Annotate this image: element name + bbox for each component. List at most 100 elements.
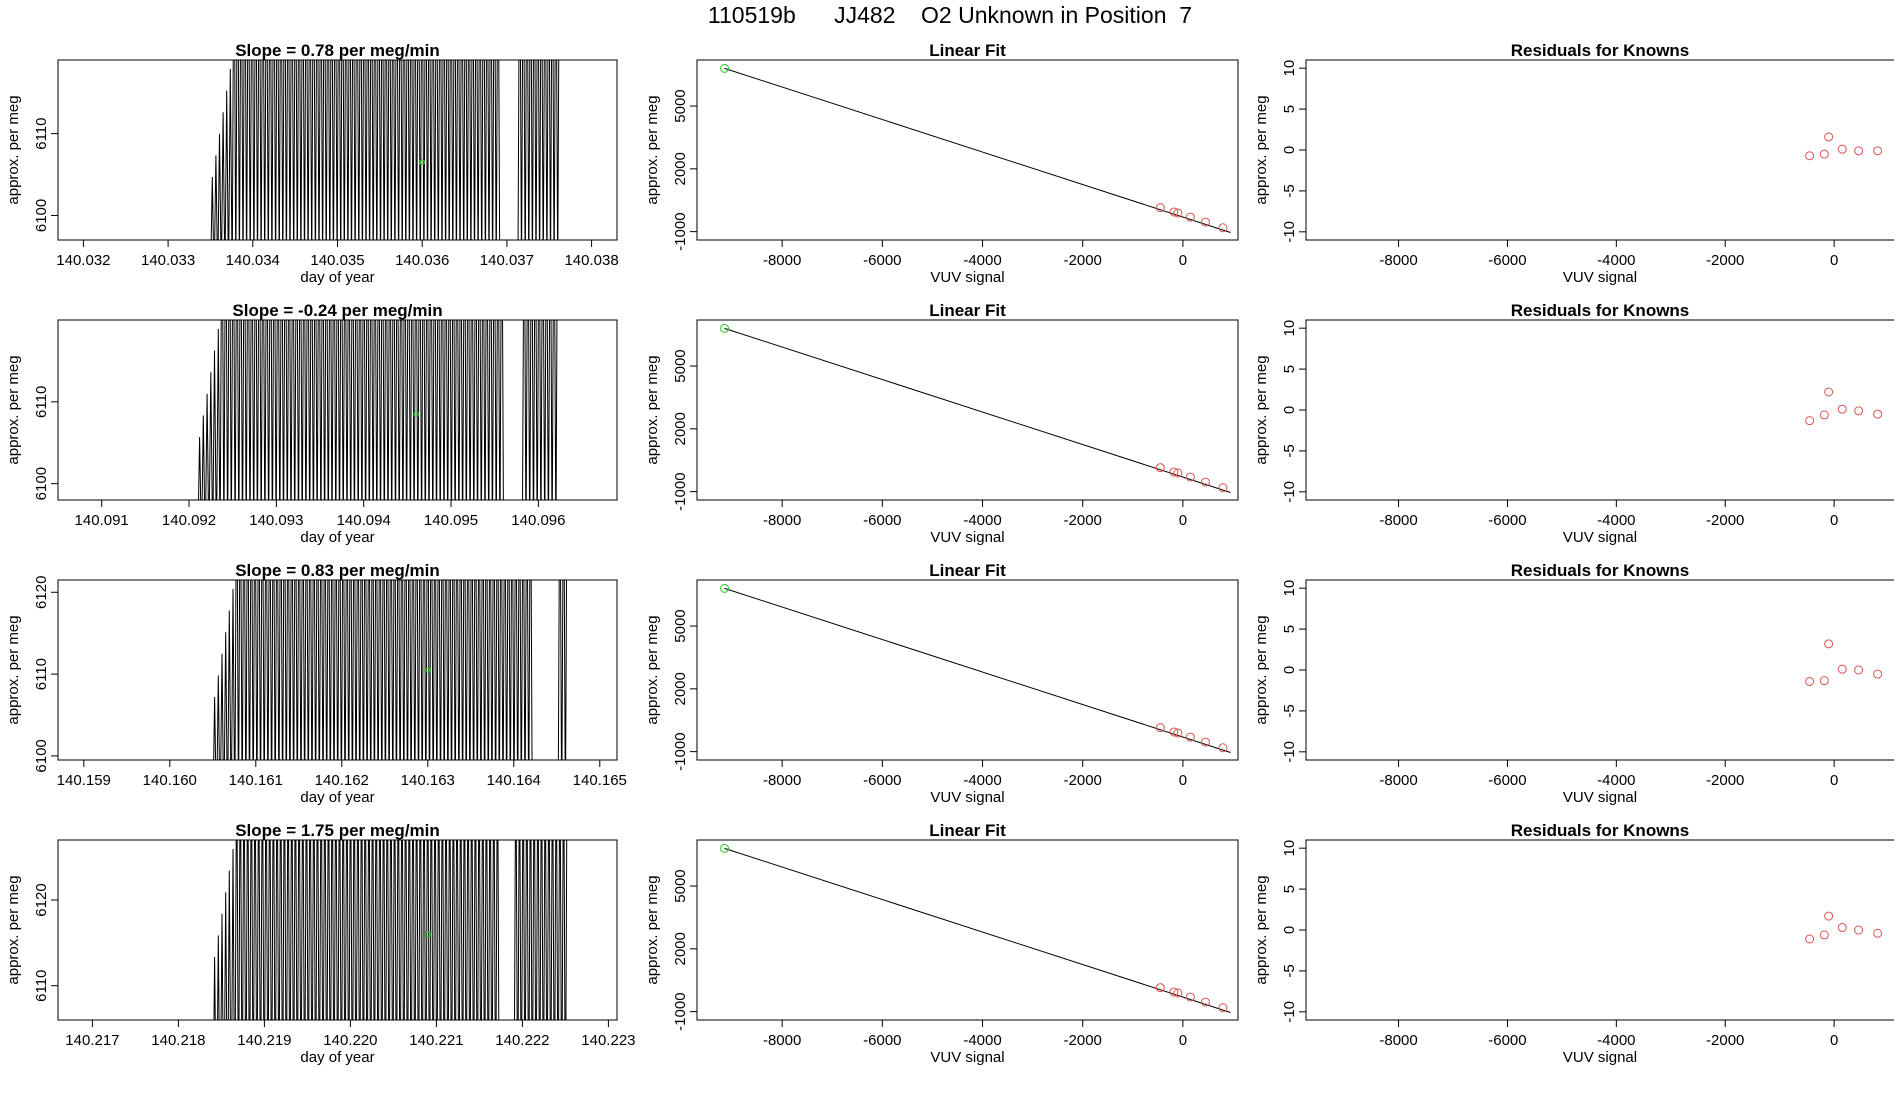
x-tick-label: 0: [1830, 1032, 1838, 1049]
known-point: [1173, 988, 1183, 998]
plot-frame: [1305, 59, 1894, 241]
known-point: [1173, 208, 1183, 218]
residuals-panel-row-4: Residuals for Knowns -8000 -6000 -4000 -2000…: [1253, 821, 1894, 1066]
unknown-point: [413, 411, 419, 417]
x-tick-label: -4000: [1597, 772, 1635, 789]
x-tick-label: 140.094: [337, 512, 391, 529]
y-tick-label: 6110: [33, 658, 50, 690]
x-tick-label: 0: [1179, 512, 1187, 529]
x-axis-label: VUV signal: [930, 529, 1004, 546]
known-point: [1155, 203, 1165, 213]
data-layer: [1805, 911, 1883, 944]
plot-frame: [57, 579, 618, 761]
plot-frame: [57, 839, 618, 1021]
known-point: [1200, 217, 1210, 227]
x-tick-label: 140.222: [495, 1032, 549, 1049]
y-tick-label: 2000: [672, 672, 689, 705]
y-axis-label: approx. per meg: [5, 615, 22, 724]
x-tick-label: 140.093: [249, 512, 303, 529]
y-tick-label: -10: [1281, 1001, 1298, 1023]
plot-frame: [1305, 839, 1894, 1021]
known-point: [1185, 732, 1195, 742]
x-tick-label: -2000: [1064, 512, 1102, 529]
x-tick-label: -6000: [863, 1032, 901, 1049]
x-tick-label: -6000: [1488, 772, 1526, 789]
y-tick-label: 5000: [672, 609, 689, 642]
x-tick-label: -6000: [863, 512, 901, 529]
known-point: [1200, 997, 1210, 1007]
residual-point: [1819, 149, 1829, 159]
x-tick-label: -4000: [1597, 1032, 1635, 1049]
known-point: [1218, 483, 1228, 493]
y-tick-label: 6120: [33, 576, 50, 609]
x-tick-label: -8000: [1379, 252, 1417, 269]
signal-trace: [213, 840, 568, 1020]
data-layer: [720, 583, 1231, 753]
x-tick-label: -8000: [1379, 512, 1417, 529]
plot-frame: [696, 579, 1239, 761]
x-tick-label: 140.217: [65, 1032, 119, 1049]
data-layer: [720, 843, 1231, 1013]
known-point: [1169, 727, 1179, 737]
y-tick-label: -1000: [672, 732, 689, 770]
x-axis-label: day of year: [300, 1049, 374, 1066]
x-tick-label: 140.220: [323, 1032, 377, 1049]
y-tick-label: 10: [1281, 840, 1298, 857]
known-point: [1185, 472, 1195, 482]
unknown-point: [424, 667, 431, 673]
y-tick-label: -10: [1281, 741, 1298, 763]
fit-panel-row-3: Linear Fit -8000 -6000 -4000 -2000 0 VUV signa…: [644, 561, 1239, 806]
x-tick-label: 140.033: [141, 252, 195, 269]
x-tick-label: 0: [1179, 1032, 1187, 1049]
x-tick-label: -6000: [1488, 1032, 1526, 1049]
residual-point: [1824, 387, 1834, 397]
x-tick-label: 140.092: [162, 512, 216, 529]
unknown-point: [419, 159, 426, 166]
known-point: [1169, 467, 1179, 477]
x-tick-label: 0: [1179, 772, 1187, 789]
residual-point: [1873, 928, 1883, 938]
fit-panel-row-4: Linear Fit -8000 -6000 -4000 -2000 0 VUV signa…: [644, 821, 1239, 1066]
plot-title: Linear Fit: [929, 561, 1006, 580]
data-layer: [213, 580, 568, 760]
fit-line: [724, 327, 1231, 493]
x-axis-label: VUV signal: [930, 269, 1004, 286]
y-axis-label: approx. per meg: [5, 95, 22, 204]
x-tick-label: -2000: [1706, 512, 1744, 529]
y-tick-label: 0: [1281, 666, 1298, 674]
y-axis-label: approx. per meg: [5, 355, 22, 464]
data-layer: [720, 63, 1231, 233]
plot-title: Linear Fit: [929, 301, 1006, 320]
unknown-point: [720, 583, 730, 593]
x-tick-label: -6000: [863, 252, 901, 269]
data-layer: [720, 323, 1231, 493]
y-tick-label: 2000: [672, 932, 689, 965]
x-axis-label: VUV signal: [930, 1049, 1004, 1066]
known-point: [1155, 983, 1165, 993]
page-title: 110519b JJ482 O2 Unknown in Position 7: [707, 2, 1193, 28]
plot-frame: [1305, 579, 1894, 761]
x-tick-label: 140.034: [226, 252, 280, 269]
y-tick-label: -5: [1281, 184, 1298, 197]
residual-point: [1854, 925, 1864, 935]
x-tick-label: 140.219: [237, 1032, 291, 1049]
plot-title: Residuals for Knowns: [1511, 301, 1690, 320]
y-tick-label: 5: [1281, 365, 1298, 373]
x-tick-label: -8000: [763, 512, 801, 529]
x-tick-label: 140.164: [487, 772, 541, 789]
x-axis-label: day of year: [300, 269, 374, 286]
residual-point: [1805, 151, 1815, 161]
y-tick-label: 10: [1281, 580, 1298, 597]
y-axis-label: approx. per meg: [644, 615, 661, 724]
known-point: [1185, 212, 1195, 222]
y-axis-label: approx. per meg: [1253, 875, 1270, 984]
x-axis-label: VUV signal: [1563, 789, 1637, 806]
residual-point: [1824, 639, 1834, 649]
residual-point: [1854, 665, 1864, 675]
x-tick-label: 140.035: [310, 252, 364, 269]
plot-frame: [696, 319, 1239, 501]
plot-title: Slope = -0.24 per meg/min: [232, 301, 442, 320]
x-tick-label: -2000: [1064, 772, 1102, 789]
residual-point: [1837, 664, 1847, 674]
y-tick-label: 6120: [33, 883, 50, 916]
